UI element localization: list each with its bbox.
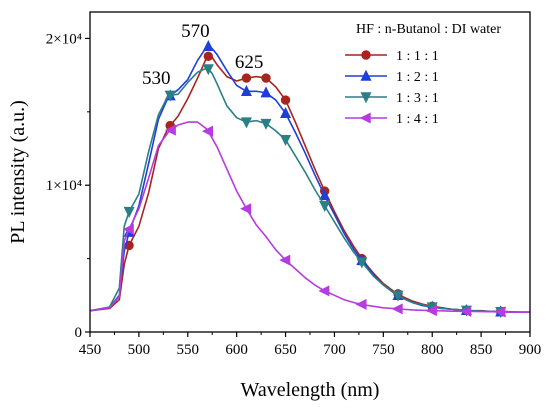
- series-3-marker-2: [164, 90, 176, 102]
- series-1-marker-3: [203, 51, 214, 62]
- axes-layer: 450 500 550 600 650 700 750 800 850 900 0 1×10⁴ 2×10…: [7, 11, 542, 401]
- x-tick-label-500: 500: [128, 342, 151, 358]
- series-4-marker-6: [318, 285, 330, 297]
- peak-annotations: 530 570 625: [142, 21, 263, 89]
- series-3-marker-3: [202, 64, 214, 76]
- series-2-marker-7: [319, 189, 331, 201]
- series-1-marker-5: [261, 73, 271, 83]
- legend-label-1: 1 : 1 : 1: [396, 49, 439, 64]
- y-tick-label-0: 0: [75, 325, 83, 341]
- legend-label-4: 1 : 4 : 1: [396, 112, 439, 127]
- series-3-marker-6: [280, 135, 292, 147]
- x-tick-label-850: 850: [470, 342, 493, 358]
- x-tick-label-700: 700: [323, 342, 346, 358]
- x-tick-label-450: 450: [79, 342, 102, 358]
- x-tick-label-550: 550: [177, 342, 200, 358]
- x-tick-label-600: 600: [225, 342, 248, 358]
- x-tick-label-800: 800: [421, 342, 444, 358]
- series-4-marker-9: [425, 305, 437, 317]
- series-group: [90, 40, 530, 319]
- legend-marker-1: [361, 50, 371, 60]
- series-2-marker-4: [240, 84, 252, 96]
- series-line-4: [90, 121, 530, 313]
- series-line-3: [90, 66, 530, 313]
- series-4-marker-4: [240, 203, 252, 215]
- x-tick-label-750: 750: [372, 342, 395, 358]
- series-3-marker-5: [260, 118, 272, 130]
- legend-marker-2: [360, 69, 372, 81]
- y-axis-title: PL intensity (a.u.): [7, 100, 29, 244]
- legend-label-3: 1 : 3 : 1: [396, 91, 439, 106]
- plot-frame: [89, 11, 531, 333]
- legend: HF : n-Butanol : DI water 1 : 1 : 1 1 : 2 …: [345, 22, 501, 127]
- legend-title: HF : n-Butanol : DI water: [356, 22, 501, 37]
- series-4-marker-1: [122, 223, 134, 235]
- x-tick-label-900: 900: [519, 342, 542, 358]
- series-1-marker-6: [280, 95, 291, 105]
- legend-label-2: 1 : 2 : 1: [396, 70, 439, 85]
- peak-label-570: 570: [181, 21, 210, 42]
- series-4-marker-2: [164, 124, 176, 136]
- series-2-marker-3: [202, 40, 214, 52]
- series-4-marker-8: [391, 303, 403, 315]
- x-tick-label-650: 650: [274, 342, 297, 358]
- legend-marker-4: [359, 112, 371, 124]
- series-2-marker-6: [280, 106, 292, 118]
- plot-layer: [90, 40, 530, 319]
- series-3-marker-8: [356, 257, 368, 269]
- series-1-marker-4: [241, 73, 252, 83]
- series-4-marker-10: [460, 305, 472, 317]
- series-3-marker-7: [319, 201, 331, 213]
- series-2-marker-5: [260, 86, 272, 98]
- series-3-marker-4: [240, 117, 252, 129]
- x-axis-title: Wavelength (nm): [241, 379, 380, 401]
- series-line-1: [90, 55, 530, 313]
- y-tick-label-1: 1×10⁴: [46, 178, 82, 194]
- peak-label-530: 530: [142, 68, 171, 89]
- series-3-marker-1: [123, 206, 135, 218]
- series-4-marker-11: [494, 306, 506, 318]
- peak-label-625: 625: [235, 52, 264, 73]
- series-4-marker-7: [355, 298, 367, 310]
- series-3-marker-9: [392, 290, 404, 302]
- legend-marker-3: [360, 92, 372, 104]
- series-4-marker-5: [279, 254, 291, 266]
- y-tick-label-2: 2×10⁴: [46, 31, 82, 47]
- series-4-marker-3: [201, 125, 214, 137]
